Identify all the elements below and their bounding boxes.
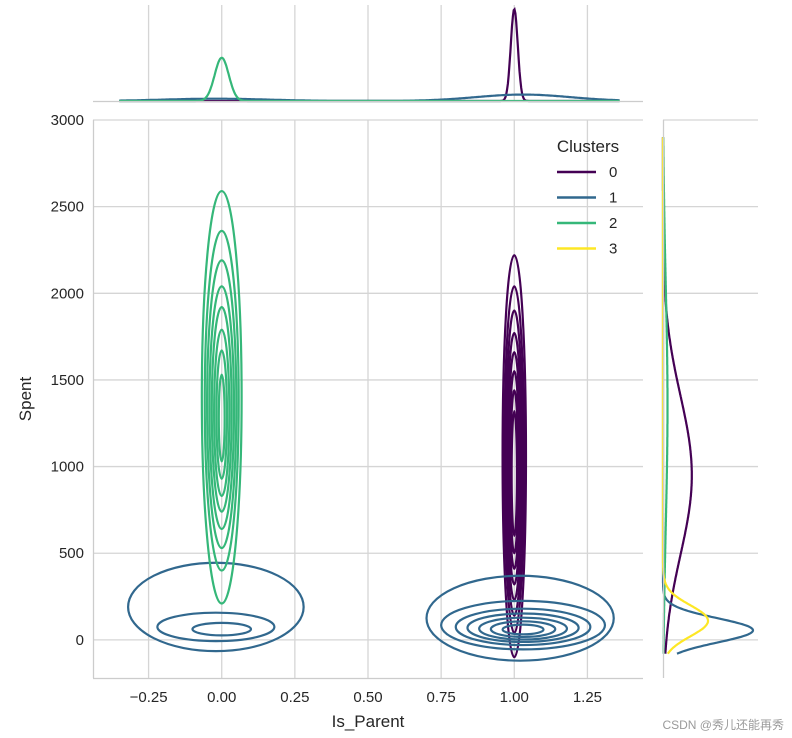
legend-label-cluster-2: 2 xyxy=(609,215,617,232)
main-contours xyxy=(127,189,615,662)
marginal-right-panel xyxy=(661,119,758,678)
x-tick-label: 0.75 xyxy=(427,689,456,706)
contour-line-cluster-2 xyxy=(200,189,243,605)
legend: Clusters 0 1 2 3 xyxy=(557,137,619,258)
contour-line-cluster-0 xyxy=(507,351,522,586)
marginal-top-grid xyxy=(147,5,589,101)
contour-line-cluster-1 xyxy=(191,621,253,637)
contour-line-cluster-1 xyxy=(425,574,615,662)
marginal-x-density-cluster-0 xyxy=(119,6,620,103)
marginal-top-panel xyxy=(93,5,643,103)
x-tick-label: 1.00 xyxy=(500,689,529,706)
y-tick-label: 1000 xyxy=(51,459,84,476)
x-tick-label: 0.25 xyxy=(280,689,309,706)
x-axis-label: Is_Parent xyxy=(332,712,405,731)
contour-line-cluster-2 xyxy=(208,285,236,531)
marginal-y-density-cluster-2 xyxy=(662,137,669,654)
contour-line-cluster-1 xyxy=(478,616,569,641)
main-grid xyxy=(93,119,643,678)
y-tick-label: 3000 xyxy=(51,112,84,129)
y-tick-label: 500 xyxy=(59,545,84,562)
y-tick-labels: 0 500 1000 1500 2000 2500 3000 xyxy=(51,112,84,649)
contour-line-cluster-0 xyxy=(504,309,524,617)
x-tick-labels: −0.25 0.00 0.25 0.50 0.75 1.00 1.25 xyxy=(130,689,602,706)
legend-title: Clusters xyxy=(557,137,619,156)
contour-line-cluster-1 xyxy=(501,623,545,636)
y-tick-label: 2500 xyxy=(51,199,84,216)
contour-line-cluster-2 xyxy=(203,229,240,572)
contour-line-cluster-1 xyxy=(156,611,276,643)
legend-label-cluster-0: 0 xyxy=(609,164,617,181)
contour-line-cluster-2 xyxy=(215,349,229,480)
contour-line-cluster-1 xyxy=(466,612,580,644)
legend-label-cluster-3: 3 xyxy=(609,241,617,258)
contour-line-cluster-1 xyxy=(489,620,557,639)
x-tick-label: 0.00 xyxy=(207,689,236,706)
x-tick-label: 1.25 xyxy=(573,689,602,706)
contour-line-cluster-1 xyxy=(454,607,592,647)
y-tick-label: 2000 xyxy=(51,285,84,302)
contour-line-cluster-2 xyxy=(210,306,233,513)
marginal-right-curves xyxy=(661,137,755,655)
marginal-top-curves xyxy=(119,6,620,103)
contour-line-cluster-2 xyxy=(217,373,226,463)
contour-line-cluster-0 xyxy=(501,254,528,659)
marginal-right-grid xyxy=(663,119,758,641)
watermark: CSDN @秀儿还能再秀 xyxy=(662,718,784,732)
contour-line-cluster-1 xyxy=(127,561,305,653)
contour-line-cluster-0 xyxy=(508,370,521,570)
contour-line-cluster-0 xyxy=(509,389,520,555)
legend-label-cluster-1: 1 xyxy=(609,190,617,207)
contour-line-cluster-1 xyxy=(440,599,607,651)
y-tick-label: 1500 xyxy=(51,372,84,389)
x-tick-label: −0.25 xyxy=(130,689,168,706)
contour-line-cluster-2 xyxy=(213,328,231,498)
main-plot-area xyxy=(92,119,643,680)
y-axis-label: Spent xyxy=(16,377,35,422)
contour-line-cluster-0 xyxy=(510,410,519,538)
contour-line-cluster-2 xyxy=(205,259,238,550)
x-tick-label: 0.50 xyxy=(353,689,382,706)
y-tick-label: 0 xyxy=(76,632,84,649)
marginal-y-density-cluster-3 xyxy=(661,137,710,655)
